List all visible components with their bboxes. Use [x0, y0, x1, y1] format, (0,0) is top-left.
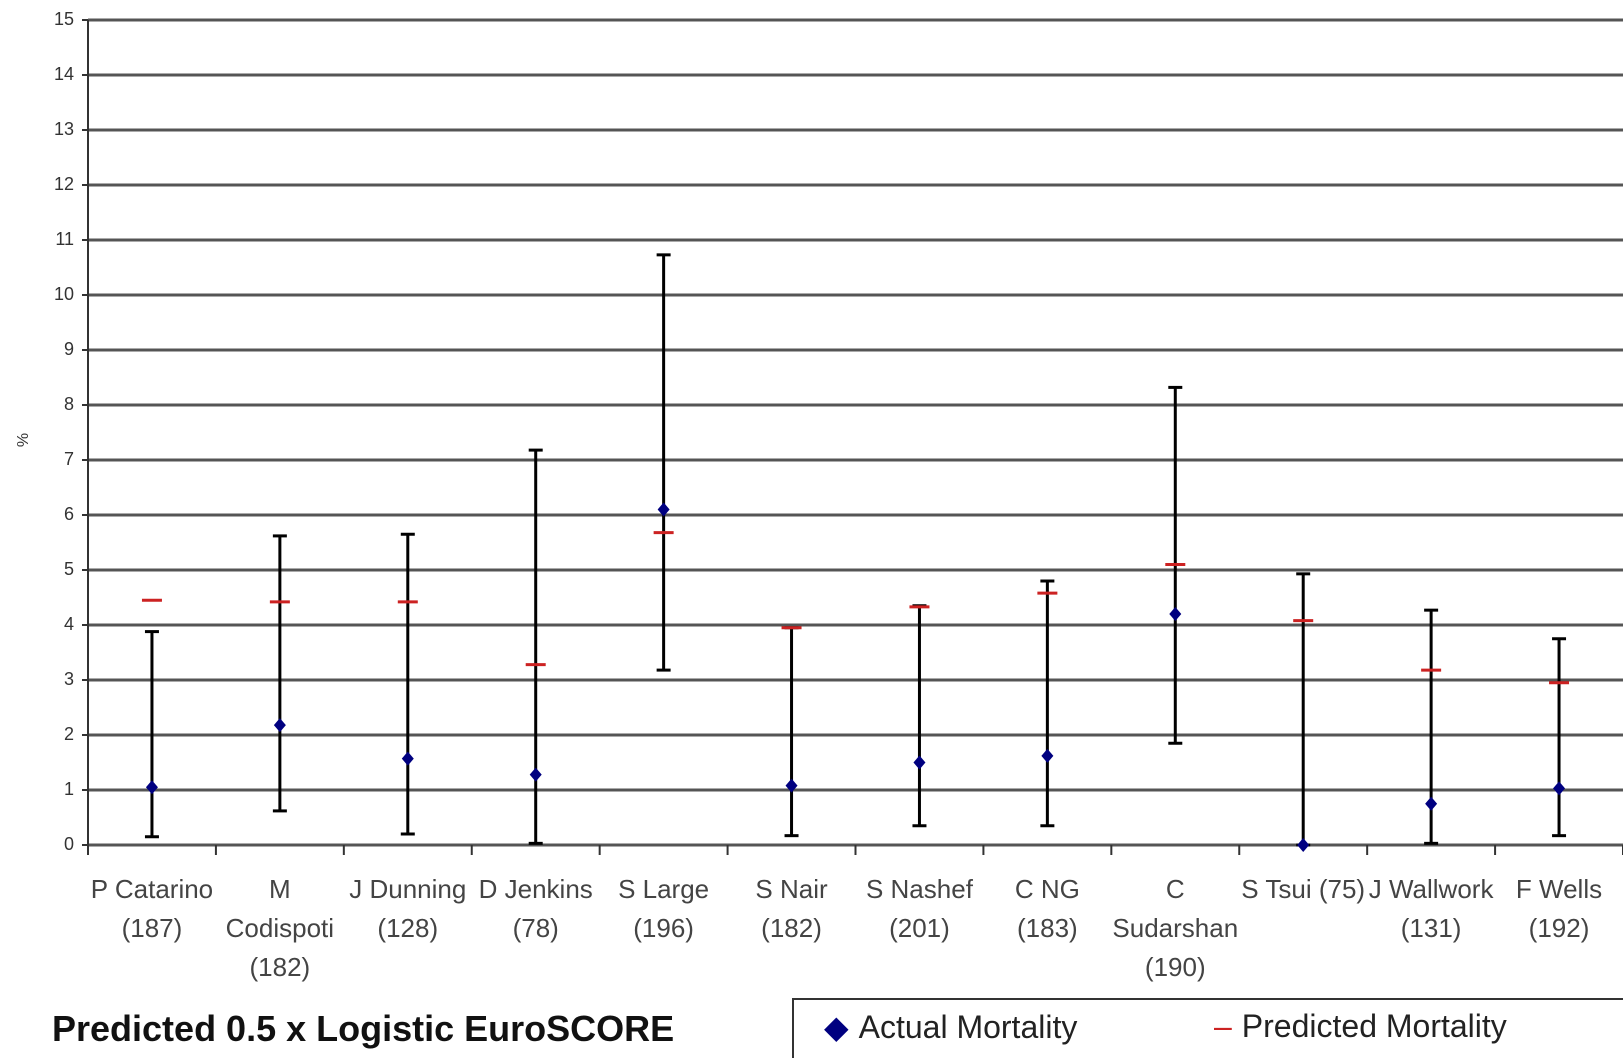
- actual-marker: [1425, 796, 1438, 811]
- legend: ◆ Actual Mortality – Predicted Mortality: [792, 998, 1623, 1058]
- x-tick-label: J Dunning (128): [349, 874, 467, 943]
- y-tick-label: 7: [64, 449, 74, 469]
- actual-marker: [657, 502, 670, 517]
- actual-marker: [145, 780, 158, 795]
- actual-marker: [1297, 838, 1310, 852]
- error-bar: [784, 626, 799, 838]
- error-bar: [144, 630, 159, 839]
- error-bar: [272, 534, 287, 813]
- y-tick-label: 10: [54, 284, 74, 304]
- error-bar: [1040, 579, 1055, 828]
- error-bar: [656, 253, 671, 672]
- y-tick-label: 11: [55, 229, 74, 249]
- error-bar: [912, 604, 927, 828]
- x-tick-label: S Large (196): [618, 874, 710, 943]
- error-bar: [1552, 637, 1567, 838]
- error-bar: [1296, 572, 1311, 847]
- y-tick-label: 3: [64, 669, 74, 689]
- actual-marker: [1169, 607, 1182, 621]
- legend-label: Predicted Mortality: [1241, 1008, 1507, 1044]
- x-tick-label: C NG (183): [1014, 874, 1080, 943]
- x-tick-label: P Catarino (187): [90, 874, 214, 943]
- x-tick-label: J Wallwork (131): [1368, 874, 1494, 943]
- y-tick-label: 15: [54, 9, 74, 29]
- y-tick-label: 1: [64, 779, 74, 799]
- y-tick-label: 6: [64, 504, 74, 524]
- chart-title: Predicted 0.5 x Logistic EuroSCORE: [52, 1008, 675, 1049]
- actual-marker: [1553, 781, 1566, 796]
- x-tick-label: C Sudarshan (190): [1112, 874, 1239, 982]
- error-bar: [528, 448, 543, 845]
- x-tick-label: M Codispoti (182): [225, 874, 335, 982]
- y-tick-label: 13: [54, 119, 74, 139]
- y-tick-label: 12: [54, 174, 74, 194]
- actual-marker: [913, 755, 926, 770]
- error-bar: [400, 532, 415, 836]
- actual-marker: [785, 778, 798, 793]
- y-tick-label: 9: [64, 339, 74, 359]
- y-tick-label: 0: [64, 834, 74, 854]
- legend-symbol: –: [1214, 1008, 1232, 1044]
- y-tick-label: 8: [64, 394, 74, 414]
- actual-marker: [529, 767, 542, 782]
- legend-symbol: ◆: [824, 1009, 849, 1045]
- legend-item: ◆ Actual Mortality: [824, 1008, 1077, 1046]
- y-tick-label: 14: [54, 64, 74, 84]
- actual-marker: [1041, 748, 1054, 763]
- x-tick-label: F Wells (192): [1515, 874, 1603, 943]
- legend-item: – Predicted Mortality: [1214, 1008, 1507, 1045]
- x-tick-label: S Nashef (201): [865, 874, 973, 943]
- x-tick-label: D Jenkins (78): [478, 874, 593, 943]
- y-tick-label: 5: [64, 559, 74, 579]
- legend-label: Actual Mortality: [858, 1009, 1078, 1045]
- x-tick-label: S Nair (182): [755, 874, 828, 943]
- y-tick-label: 2: [64, 724, 74, 744]
- actual-marker: [401, 751, 414, 766]
- actual-marker: [273, 718, 286, 733]
- y-axis-label: %: [15, 433, 32, 447]
- x-tick-label: S Tsui (75): [1241, 874, 1366, 904]
- y-tick-label: 4: [64, 614, 74, 634]
